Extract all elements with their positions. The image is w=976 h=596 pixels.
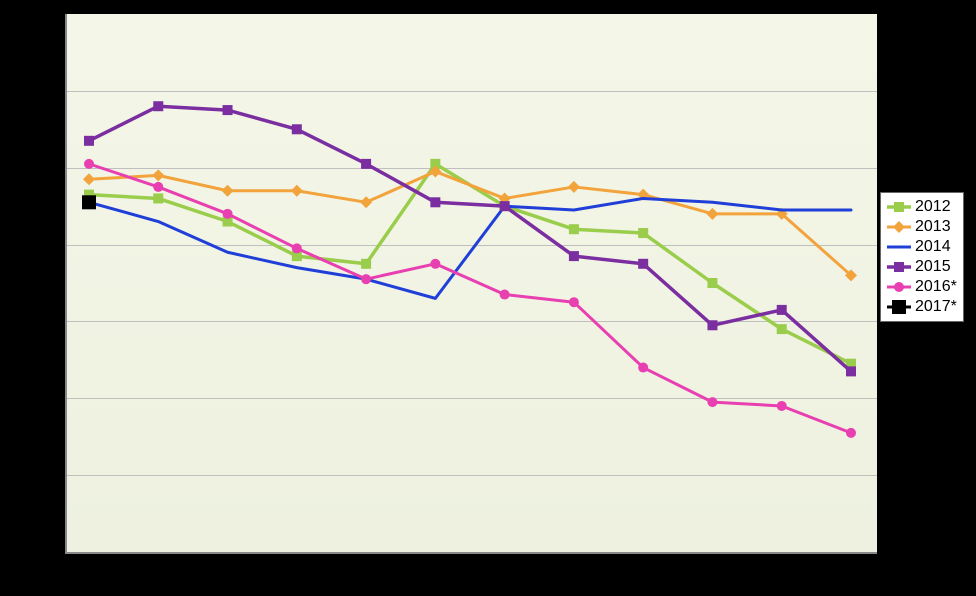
data-marker [500, 290, 510, 300]
chart-svg [0, 0, 976, 596]
series-line [89, 172, 851, 276]
data-marker [430, 197, 440, 207]
legend-item: 2016* [885, 277, 957, 297]
data-marker [893, 221, 905, 233]
data-marker [569, 297, 579, 307]
data-marker [291, 185, 303, 197]
legend-label: 2014 [915, 237, 951, 257]
data-marker [846, 428, 856, 438]
data-marker [223, 209, 233, 219]
data-marker [707, 320, 717, 330]
data-marker [569, 224, 579, 234]
legend-label: 2016* [915, 277, 957, 297]
series-line [89, 106, 851, 371]
legend-swatch [885, 198, 913, 216]
data-marker [894, 282, 904, 292]
legend-item: 2012 [885, 197, 957, 217]
data-marker [153, 101, 163, 111]
data-marker [222, 185, 234, 197]
legend-swatch [885, 238, 913, 256]
data-marker [223, 105, 233, 115]
legend-item: 2013 [885, 217, 957, 237]
data-marker [707, 397, 717, 407]
legend-item: 2015 [885, 257, 957, 277]
data-marker [153, 182, 163, 192]
data-marker [360, 196, 372, 208]
data-marker [361, 274, 371, 284]
data-marker [82, 195, 96, 209]
data-marker [292, 243, 302, 253]
data-marker [292, 124, 302, 134]
series-line [89, 164, 851, 364]
data-marker [638, 228, 648, 238]
legend: 20122013201420152016*2017* [880, 192, 964, 322]
data-marker [777, 324, 787, 334]
data-marker [84, 136, 94, 146]
legend-swatch [885, 258, 913, 276]
data-marker [361, 259, 371, 269]
data-marker [706, 208, 718, 220]
legend-label: 2012 [915, 197, 951, 217]
legend-swatch [885, 218, 913, 236]
data-marker [707, 278, 717, 288]
legend-item: 2017* [885, 297, 957, 317]
chart-container: 20122013201420152016*2017* [0, 0, 976, 596]
legend-label: 2017* [915, 297, 957, 317]
data-marker [777, 401, 787, 411]
legend-label: 2013 [915, 217, 951, 237]
data-marker [892, 300, 906, 314]
data-marker [152, 169, 164, 181]
data-marker [500, 201, 510, 211]
data-marker [894, 262, 904, 272]
data-marker [777, 305, 787, 315]
data-marker [638, 363, 648, 373]
data-marker [83, 173, 95, 185]
data-marker [84, 159, 94, 169]
legend-swatch [885, 298, 913, 316]
data-marker [894, 202, 904, 212]
data-marker [361, 159, 371, 169]
data-marker [846, 366, 856, 376]
data-marker [153, 193, 163, 203]
legend-swatch [885, 278, 913, 296]
data-marker [430, 259, 440, 269]
legend-item: 2014 [885, 237, 957, 257]
data-marker [568, 181, 580, 193]
data-marker [638, 259, 648, 269]
legend-label: 2015 [915, 257, 951, 277]
data-marker [569, 251, 579, 261]
